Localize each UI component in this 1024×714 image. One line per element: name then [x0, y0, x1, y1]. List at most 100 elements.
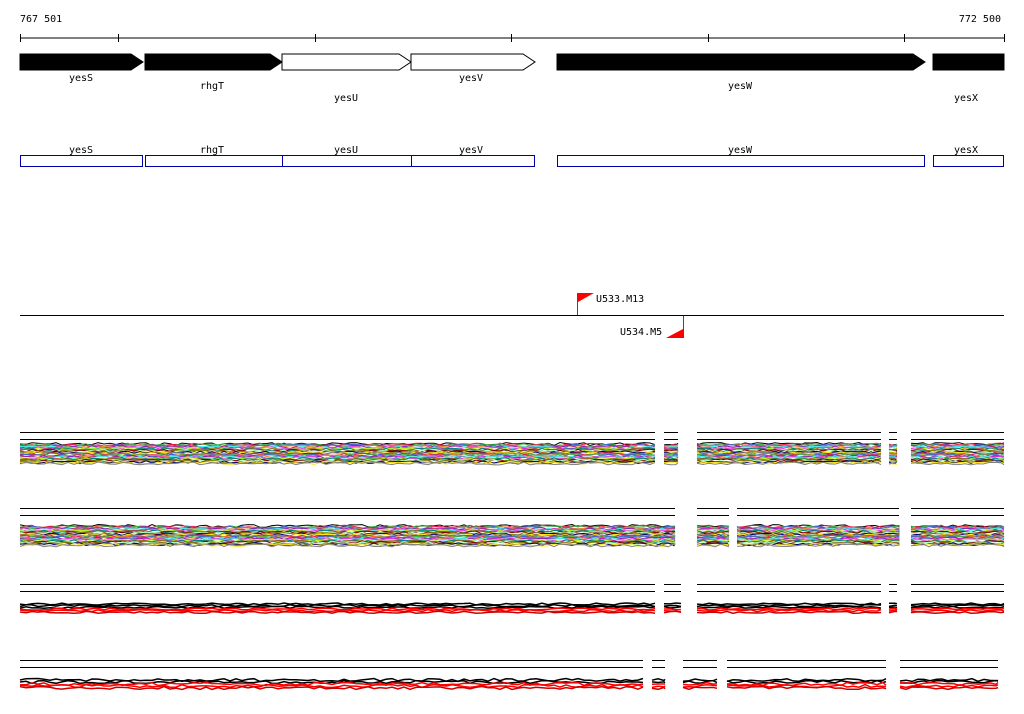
expression-line	[910, 458, 1005, 463]
expression-line	[736, 524, 900, 529]
annotation-label-yesU: yesU	[334, 145, 358, 156]
expression-line	[19, 446, 656, 451]
expression-line	[663, 449, 679, 452]
annotation-box-yesU[interactable]	[282, 155, 412, 167]
ruler-start-label: 767 501	[20, 14, 62, 25]
expression-line	[663, 608, 682, 611]
expression-line	[736, 534, 900, 538]
gene-arrow-yesX[interactable]	[932, 53, 1005, 71]
expression-line	[910, 602, 1005, 606]
expression-panel	[19, 584, 1005, 615]
expression-line	[696, 458, 882, 463]
expression-panel	[19, 508, 1005, 548]
expression-line	[19, 539, 676, 544]
gene-label-rhgT: rhgT	[200, 81, 224, 92]
marker-flag-u534[interactable]	[666, 329, 683, 338]
expression-line	[696, 608, 882, 613]
expression-line	[663, 610, 682, 614]
annotation-box-yesW[interactable]	[557, 155, 925, 167]
expression-line	[663, 604, 682, 608]
expression-line	[696, 525, 729, 529]
annotation-label-yesS: yesS	[69, 145, 93, 156]
expression-line	[19, 610, 656, 615]
expression-tracks	[19, 432, 1005, 691]
expression-line	[696, 533, 730, 537]
annotation-track: yesS rhgT yesU yesV yesW yesX	[20, 145, 1004, 167]
expression-line	[910, 607, 1005, 611]
expression-line	[19, 543, 676, 548]
expression-line	[899, 686, 999, 691]
expression-line	[663, 602, 682, 605]
expression-line	[682, 679, 718, 684]
annotation-label-yesW: yesW	[728, 145, 753, 156]
expression-line	[696, 460, 882, 465]
expression-line	[19, 455, 656, 460]
annotation-box-yesV[interactable]	[411, 155, 535, 167]
expression-line	[696, 543, 730, 548]
expression-line	[696, 542, 730, 547]
expression-line	[651, 685, 666, 689]
expression-line	[663, 444, 679, 448]
annotation-label-yesX: yesX	[954, 145, 978, 156]
expression-line	[888, 461, 898, 465]
gene-label-yesS: yesS	[69, 73, 93, 84]
annotation-box-rhgT[interactable]	[145, 155, 283, 167]
expression-line	[663, 460, 679, 463]
expression-line	[19, 605, 656, 610]
expression-line	[910, 530, 1005, 534]
expression-line	[888, 610, 898, 614]
marker-track: U533.M13 U534.M5	[20, 293, 1004, 338]
expression-line	[910, 452, 1005, 456]
expression-panel	[19, 660, 999, 691]
annotation-label-rhgT: rhgT	[200, 145, 224, 156]
gene-arrow-yesV[interactable]	[410, 53, 536, 71]
expression-line	[910, 540, 1005, 545]
expression-line	[899, 677, 999, 683]
expression-line	[888, 607, 898, 611]
expression-line	[19, 685, 644, 691]
gene-label-yesV: yesV	[459, 73, 483, 84]
expression-line	[19, 449, 656, 454]
gene-label-yesX: yesX	[954, 93, 978, 104]
gene-track: yesS rhgT yesU yesV yesW yesX	[19, 53, 1005, 104]
expression-line	[726, 677, 887, 683]
coordinate-ruler: 767 501 772 500	[20, 14, 1005, 42]
annotation-box-yesX[interactable]	[933, 155, 1004, 167]
expression-line	[696, 610, 882, 615]
expression-line	[888, 445, 898, 449]
gene-arrow-yesW[interactable]	[556, 53, 926, 71]
expression-line	[19, 602, 656, 606]
gene-arrow-rhgT[interactable]	[144, 53, 283, 71]
annotation-label-yesV: yesV	[459, 145, 483, 156]
expression-line	[888, 443, 898, 447]
expression-line	[910, 460, 1005, 465]
expression-line	[888, 604, 898, 608]
expression-line	[651, 681, 666, 684]
expression-line	[899, 683, 999, 689]
expression-line	[888, 451, 898, 454]
expression-line	[696, 445, 882, 450]
gene-arrow-yesS[interactable]	[19, 53, 144, 71]
expression-line	[910, 462, 1005, 466]
expression-line	[682, 681, 718, 686]
expression-line	[651, 678, 666, 682]
gene-arrow-yesU[interactable]	[281, 53, 412, 71]
expression-line	[899, 679, 999, 684]
annotation-box-yesS[interactable]	[20, 155, 143, 167]
expression-line	[910, 610, 1005, 614]
expression-line	[663, 451, 679, 455]
gene-label-yesW: yesW	[728, 81, 753, 92]
ruler-end-label: 772 500	[959, 14, 1001, 25]
expression-line	[19, 607, 656, 611]
expression-line	[888, 609, 898, 612]
expression-panel	[19, 432, 1005, 466]
expression-line	[682, 686, 718, 691]
expression-line	[19, 603, 656, 608]
expression-line	[19, 679, 644, 685]
expression-line	[663, 447, 679, 450]
marker-flag-u533[interactable]	[578, 293, 594, 302]
expression-line	[736, 543, 900, 548]
expression-line	[726, 681, 887, 687]
expression-line	[19, 536, 676, 541]
